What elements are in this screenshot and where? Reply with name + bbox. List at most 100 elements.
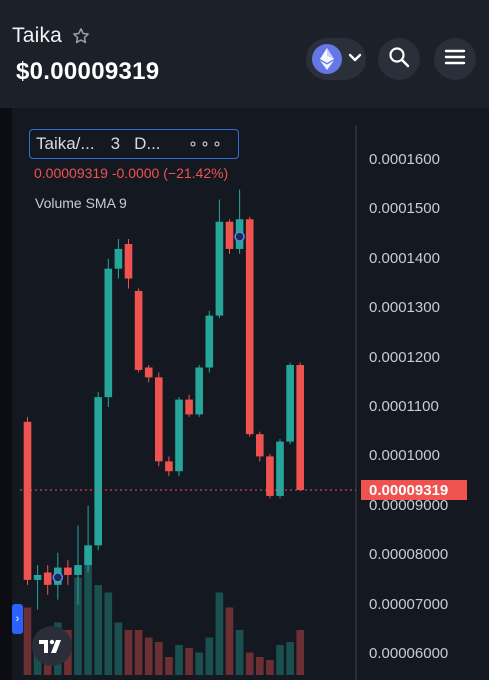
token-title-row: Taika <box>12 24 90 48</box>
candle <box>134 288 143 373</box>
candle <box>266 453 274 499</box>
trade-marker[interactable] <box>52 572 64 583</box>
candle-body <box>245 219 254 435</box>
candle <box>74 525 82 605</box>
candle-body <box>124 243 133 279</box>
candle <box>155 372 163 467</box>
volume-indicator-label[interactable]: Volume SMA 9 <box>35 195 127 211</box>
candle-body <box>74 565 82 575</box>
candle <box>296 362 304 491</box>
candle-body <box>296 365 304 490</box>
candle-body <box>286 365 294 442</box>
candle-body <box>276 441 284 496</box>
token-name: Taika <box>12 24 63 47</box>
candle-body <box>33 574 42 580</box>
candle-body <box>155 377 163 462</box>
price-axis-label: 0.0001100 <box>369 398 439 415</box>
volume-bar <box>175 645 183 675</box>
candle <box>256 431 264 462</box>
price-axis-label: 0.0001200 <box>369 348 440 366</box>
volume-bar <box>185 648 193 675</box>
legend-exchange: D... <box>134 134 161 153</box>
candle-body <box>84 545 92 566</box>
price-axis-label: 0.0001300 <box>369 299 440 317</box>
volume-bar <box>225 607 234 675</box>
volume-bar <box>235 630 244 675</box>
volume-bar <box>296 630 304 675</box>
candle <box>245 216 254 437</box>
candle <box>286 362 294 445</box>
chevron-down-icon <box>348 50 362 68</box>
candle <box>124 239 133 289</box>
candle-body <box>175 399 183 472</box>
candle <box>104 258 113 407</box>
volume-bar <box>94 585 102 675</box>
candle-body <box>144 367 153 378</box>
volume-bar <box>245 652 254 675</box>
expand-panel-tab[interactable]: › <box>12 604 23 634</box>
current-price-tag: 0.00009319 <box>361 480 467 501</box>
volume-bar <box>124 630 133 675</box>
candle-body <box>94 397 102 546</box>
candle <box>33 565 42 610</box>
volume-bar <box>276 645 284 675</box>
candle-body <box>205 315 214 368</box>
candle <box>185 394 193 417</box>
candle <box>144 365 153 383</box>
volume-bar <box>144 637 153 675</box>
candle <box>276 439 284 499</box>
volume-bar <box>155 642 163 675</box>
price-axis-label: 0.00009000 <box>369 496 449 514</box>
volume-bar <box>23 607 32 675</box>
header-bar: Taika $0.00009319 <box>0 0 489 108</box>
menu-button[interactable] <box>434 38 476 80</box>
candle <box>175 397 183 477</box>
price-axis-label: 0.00007000 <box>369 595 449 613</box>
volume-bar <box>104 592 113 675</box>
volume-bar <box>266 660 274 675</box>
chain-selector-button[interactable] <box>306 38 366 80</box>
candle-body <box>256 434 264 457</box>
token-price: $0.00009319 <box>16 58 160 85</box>
volume-bar <box>195 652 203 675</box>
candle-body <box>225 221 234 249</box>
candle <box>235 189 244 254</box>
search-button[interactable] <box>378 38 420 80</box>
price-axis-label: 0.0001500 <box>369 200 440 218</box>
candle <box>225 219 234 254</box>
candle-body <box>195 367 203 415</box>
candle-body <box>64 567 72 575</box>
candle <box>23 416 32 585</box>
candle <box>84 505 92 573</box>
ohlc-values: 0.00009319 -0.0000 (−21.42%) <box>34 165 229 181</box>
candle <box>64 560 72 585</box>
candle <box>114 239 123 279</box>
trade-marker[interactable] <box>234 231 245 242</box>
legend-interval: 3 <box>110 134 121 153</box>
price-axis-label: 0.00008000 <box>369 546 449 564</box>
star-outline-icon[interactable] <box>72 27 90 45</box>
symbol-legend[interactable]: Taika/... 3 D... ∘∘∘ <box>29 129 239 159</box>
price-axis-label: 0.0001400 <box>369 249 440 267</box>
volume-bar <box>74 577 82 675</box>
more-options-icon[interactable]: ∘∘∘ <box>187 136 224 153</box>
candle-body <box>134 290 143 370</box>
candle <box>215 199 224 319</box>
candle <box>94 392 102 551</box>
volume-bar <box>114 622 123 675</box>
price-axis-label: 0.00006000 <box>369 645 449 662</box>
candle-body <box>215 221 224 316</box>
candle-body <box>114 248 123 269</box>
candle <box>165 456 173 477</box>
candle-body <box>266 456 274 496</box>
candle-body <box>43 572 52 585</box>
tradingview-logo-icon[interactable] <box>32 626 72 666</box>
price-axis-label: 0.0001000 <box>369 447 440 465</box>
hamburger-menu-icon <box>444 48 466 71</box>
volume-bar <box>134 630 143 675</box>
candle-body <box>165 461 173 472</box>
candle-body <box>104 268 113 398</box>
search-icon <box>388 46 410 73</box>
candle <box>43 565 52 595</box>
